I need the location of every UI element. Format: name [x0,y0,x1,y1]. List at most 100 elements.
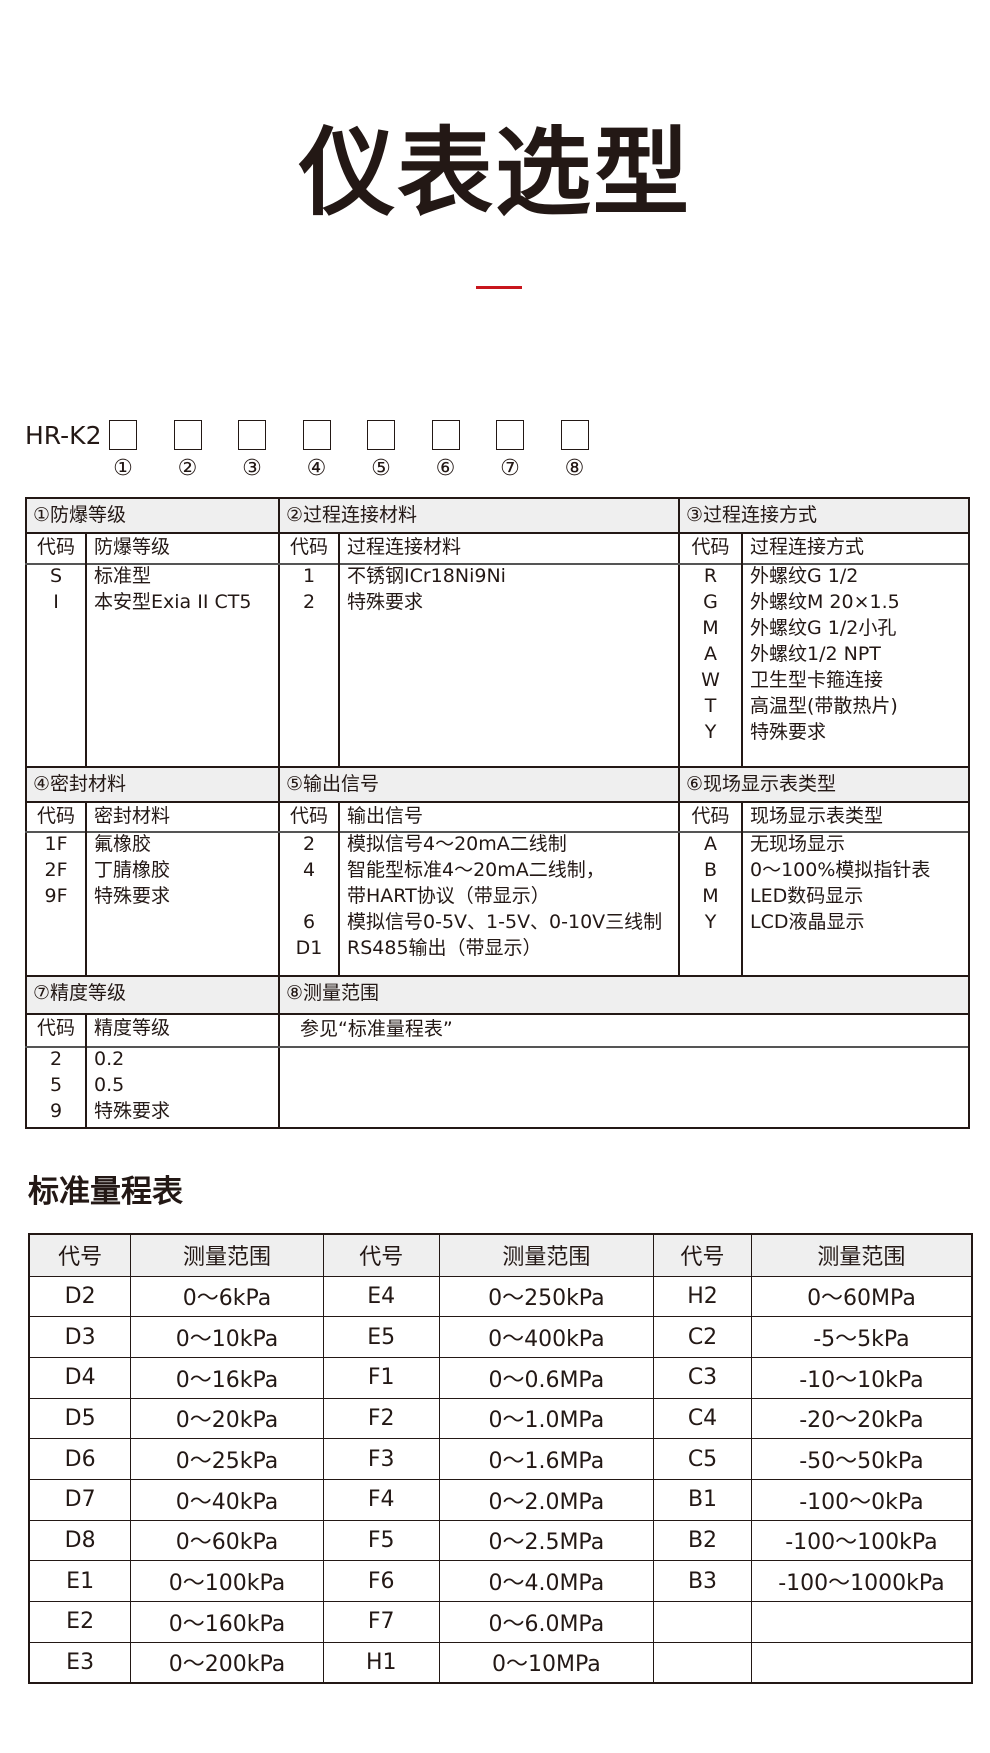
code-header: 代码 [691,536,730,558]
option-desc: 丁腈橡胶 [94,859,171,881]
range-cell: 0～10kPa [130,1316,324,1358]
slot-number: ① [113,456,133,481]
code-header: 代码 [289,536,328,558]
option-code: M [702,617,719,639]
range-cell [750,1641,973,1684]
option-desc: LED数码显示 [750,885,864,907]
option-code: 2F [44,859,68,881]
section-title: ②过程连接材料 [286,504,418,526]
divider [25,831,278,833]
option-code: A [704,833,717,855]
divider [85,801,87,975]
column-header: 测量范围 [750,1233,973,1277]
section-header [278,975,970,1015]
option-desc: 模拟信号4～20mA二线制 [347,833,567,855]
option-code: 2 [49,1048,63,1070]
section-header [678,497,970,534]
range-cell: 0～200kPa [130,1641,324,1684]
code-cell: D2 [28,1275,132,1318]
title-underline [476,286,522,289]
desc-header: 精度等级 [94,1017,171,1039]
slot-box [560,420,589,450]
option-code: 2 [302,591,316,613]
option-desc: LCD液晶显示 [750,911,865,933]
code-cell: E1 [28,1560,132,1602]
range-table-header: 代号 测量范围 代号 测量范围 代号 测量范围 [28,1233,973,1277]
code-cell: B3 [653,1560,752,1602]
slot-box [302,420,331,450]
code-cell: C5 [653,1438,752,1480]
desc-header: 现场显示表类型 [750,805,884,827]
code-cell: F5 [322,1519,440,1562]
divider [678,563,968,565]
option-code: R [703,565,718,587]
range-table-title: 标准量程表 [28,1174,183,1210]
divider [278,831,678,833]
range-cell: -100～1000kPa [750,1560,973,1602]
table-row: D7 0～40kPa F4 0～2.0MPa B1 -100～0kPa [28,1478,973,1521]
range-cell: -5～5kPa [750,1316,973,1358]
slot-box [367,420,395,450]
range-note: 参见“标准量程表” [300,1018,453,1040]
range-cell: -50～50kPa [750,1438,973,1480]
code-header: 代码 [289,805,328,827]
desc-header: 输出信号 [347,805,424,827]
option-desc: 高温型(带散热片) [750,695,898,717]
option-code: 1 [302,565,316,587]
option-code: 9 [49,1100,63,1122]
option-code: 9F [44,885,68,907]
option-desc: 外螺纹G 1/2小孔 [750,617,897,639]
option-code: 5 [49,1074,63,1096]
range-cell: 0～6kPa [130,1275,324,1318]
range-cell: 0～60kPa [130,1519,324,1562]
range-cell: 0～160kPa [130,1601,324,1643]
divider [85,532,87,766]
divider [741,801,743,975]
range-table: 代号 测量范围 代号 测量范围 代号 测量范围 D2 0～6kPa E4 0～250kPa H2 0～… [28,1233,973,1684]
table-row: D8 0～60kPa F5 0～2.5MPa B2 -100～100kPa [28,1519,973,1562]
divider [278,563,678,565]
option-code: B [703,859,718,881]
range-cell: 0～0.6MPa [438,1356,655,1399]
range-cell: 0～20kPa [130,1397,324,1440]
option-desc: 外螺纹G 1/2 [750,565,859,587]
desc-header: 过程连接方式 [750,536,865,558]
option-code: 1F [44,833,68,855]
range-cell: 0～400kPa [438,1316,655,1358]
divider [25,563,278,565]
option-desc: 特殊要求 [750,721,827,743]
code-cell: D3 [28,1316,132,1358]
range-cell: 0～2.5MPa [438,1519,655,1562]
code-cell: D7 [28,1478,132,1521]
column-header: 测量范围 [130,1233,324,1277]
slot-box [238,420,266,450]
code-cell: H1 [322,1641,440,1684]
option-code: T [704,695,717,717]
code-cell: F7 [322,1601,440,1643]
option-desc: 0.2 [94,1048,125,1070]
table-row: E2 0～160kPa F7 0～6.0MPa [28,1601,973,1643]
divider [338,532,340,766]
code-header: 代码 [36,536,75,558]
code-cell: D6 [28,1438,132,1480]
section-title: ③过程连接方式 [686,504,818,526]
option-code: 2 [302,833,316,855]
column-header: 代号 [28,1233,132,1277]
code-cell: C4 [653,1397,752,1440]
option-desc: 外螺纹1/2 NPT [750,643,881,665]
section-title: ④密封材料 [33,773,127,795]
code-cell: C2 [653,1316,752,1358]
code-cell: H2 [653,1275,752,1318]
range-cell: 0～6.0MPa [438,1601,655,1643]
range-cell [750,1601,973,1643]
model-prefix: HR-K2 [25,421,102,450]
range-cell: -100～0kPa [750,1478,973,1521]
option-code: Y [704,721,717,743]
option-desc: 标准型 [94,565,152,587]
code-cell: F1 [322,1356,440,1399]
option-code: S [49,565,63,587]
range-cell: 0～2.0MPa [438,1478,655,1521]
table-row: D5 0～20kPa F2 0～1.0MPa C4 -20～20kPa [28,1397,973,1440]
desc-header: 密封材料 [94,805,171,827]
table-row: D3 0～10kPa E5 0～400kPa C2 -5～5kPa [28,1316,973,1358]
